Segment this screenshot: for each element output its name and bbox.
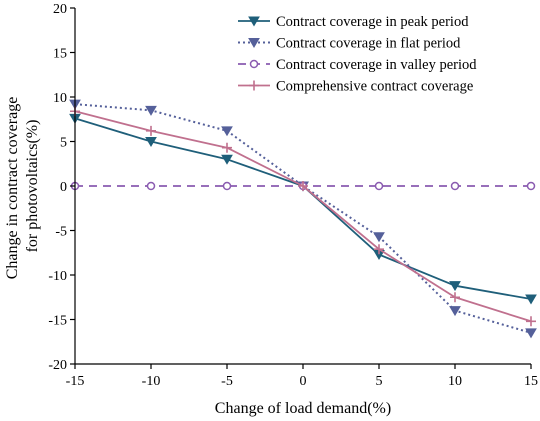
y-tick-label: 0 <box>60 180 67 195</box>
series-1-point-2 <box>221 126 233 137</box>
series-0 <box>69 113 537 305</box>
legend: Contract coverage in peak period Contract… <box>238 14 477 95</box>
legend-marker-0 <box>248 16 260 27</box>
x-tick-label: -5 <box>221 374 233 389</box>
legend-label-1: Contract coverage in flat period <box>276 36 461 52</box>
series-1-point-6 <box>525 328 537 339</box>
legend-marker-1 <box>248 38 260 48</box>
legend-entry-0: Contract coverage in peak period <box>238 14 469 30</box>
series-1-point-4 <box>373 232 385 243</box>
legend-entry-2: Contract coverage in valley period <box>238 57 477 73</box>
y-axis-title-line-2: for photovoltaics(%) <box>24 120 41 253</box>
y-tick-label: 5 <box>60 136 67 151</box>
plot-area <box>69 99 537 339</box>
series-0-point-1 <box>145 137 157 147</box>
series-3-point-4 <box>374 244 384 255</box>
y-tick-label: -10 <box>48 269 67 284</box>
legend-marker-2 <box>249 59 259 69</box>
series-1-point-1 <box>145 105 157 116</box>
series-2-point-1 <box>146 181 156 191</box>
series-0-point-2 <box>221 154 233 165</box>
x-tick-label: 5 <box>376 374 383 389</box>
x-tick-label: 0 <box>300 374 307 389</box>
x-tick-label: -10 <box>142 374 161 389</box>
x-tick-label: -15 <box>66 374 85 389</box>
legend-entry-1: Contract coverage in flat period <box>238 36 461 52</box>
y-tick-label: 10 <box>53 91 67 106</box>
series-3-point-6 <box>526 316 536 327</box>
y-tick-label: 15 <box>53 47 67 62</box>
series-3-point-5 <box>450 292 460 303</box>
x-tick-label: 10 <box>448 374 462 389</box>
series-2-point-5 <box>450 181 460 191</box>
series-0-point-5 <box>449 281 461 292</box>
series-3-point-2 <box>222 142 232 153</box>
x-axis-title: Change of load demand(%) <box>215 400 391 417</box>
series-line-3 <box>74 110 532 323</box>
series-2-point-6 <box>526 181 536 191</box>
y-tick-label: -15 <box>48 314 67 329</box>
y-tick-label: -5 <box>55 225 67 240</box>
y-axis-title-line-1: Change in contract coverage <box>4 97 21 280</box>
series-3 <box>70 106 536 327</box>
series-0-point-6 <box>525 294 537 305</box>
series-2-point-4 <box>374 181 384 191</box>
legend-marker-3 <box>249 80 259 91</box>
series-3-point-3 <box>298 181 308 191</box>
y-axis-title: Change in contract coverage for photovol… <box>4 93 41 280</box>
series-line-0 <box>74 117 532 300</box>
legend-label-3: Comprehensive contract coverage <box>276 79 473 95</box>
series-2-point-2 <box>222 181 232 191</box>
legend-label-0: Contract coverage in peak period <box>276 14 469 30</box>
x-tick-label: 15 <box>524 374 538 389</box>
series-1-point-5 <box>449 306 461 317</box>
legend-label-2: Contract coverage in valley period <box>276 57 477 73</box>
legend-entry-3: Comprehensive contract coverage <box>238 79 473 95</box>
series-1 <box>69 99 537 339</box>
y-tick-label: 20 <box>53 2 67 17</box>
series-3-point-1 <box>146 125 156 136</box>
y-tick-label: -20 <box>48 358 67 373</box>
